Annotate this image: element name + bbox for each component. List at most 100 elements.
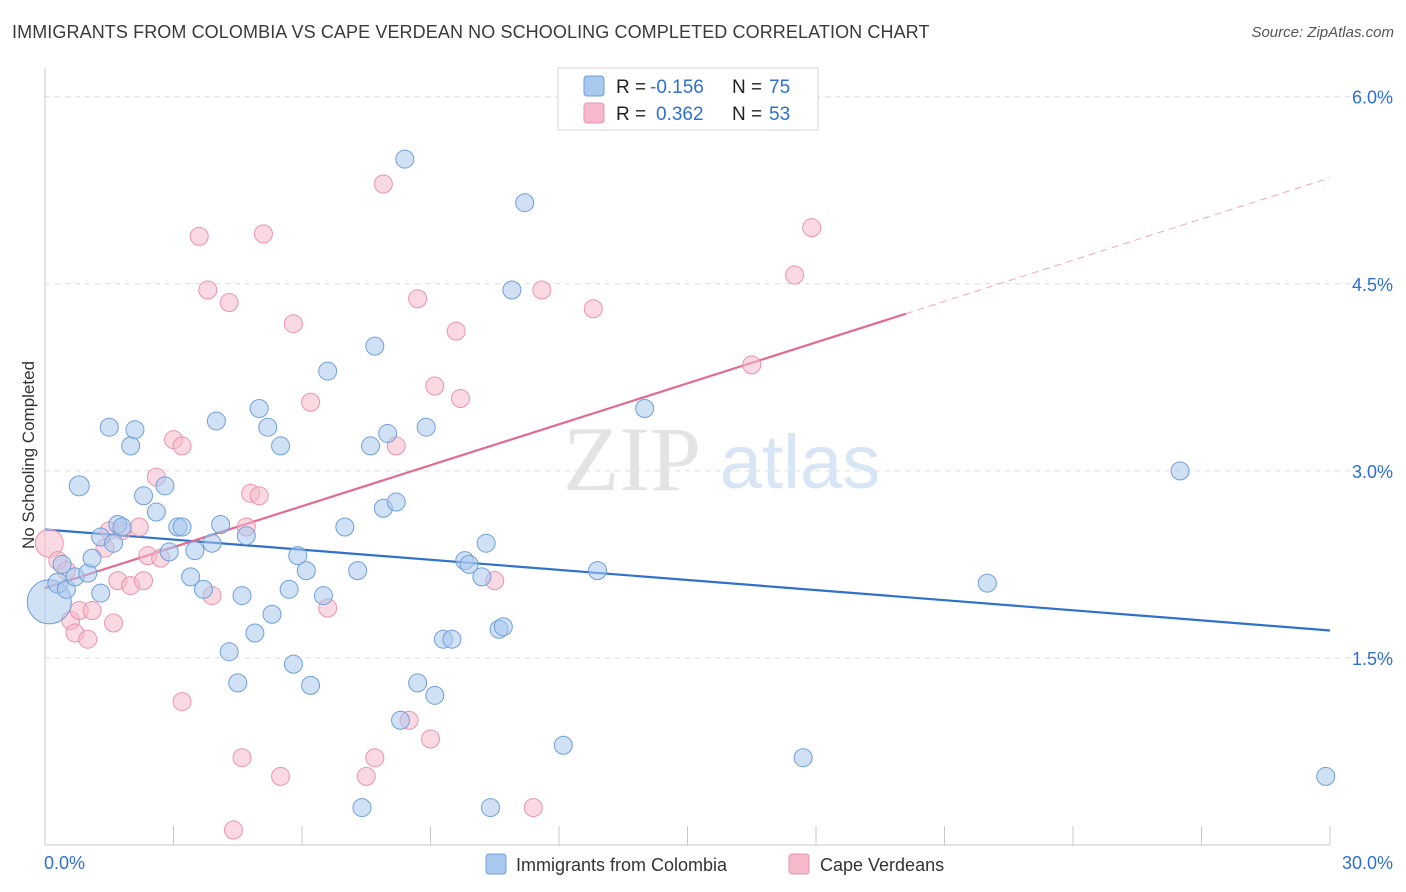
point-immigrants-from-colombia: [493, 617, 513, 637]
point-immigrants-from-colombia: [425, 685, 445, 705]
point-immigrants-from-colombia: [459, 554, 479, 574]
x-tick-label: 0.0%: [44, 853, 85, 873]
point-immigrants-from-colombia: [228, 673, 248, 693]
correlation-legend: R = -0.156 N = 75 R = 0.362 N = 53: [557, 67, 819, 131]
trend-line-colombia: [44, 528, 1331, 632]
point-immigrants-from-colombia: [793, 748, 813, 768]
point-cape-verdeans: [189, 226, 209, 246]
point-immigrants-from-colombia: [99, 417, 119, 437]
point-cape-verdeans: [232, 748, 252, 768]
point-immigrants-from-colombia: [172, 517, 192, 537]
point-immigrants-from-colombia: [361, 436, 381, 456]
point-immigrants-from-colombia: [515, 193, 535, 213]
point-immigrants-from-colombia: [206, 411, 226, 431]
point-immigrants-from-colombia: [480, 798, 500, 818]
series-legend: Immigrants from Colombia Cape Verdeans: [485, 853, 944, 875]
point-immigrants-from-colombia: [408, 673, 428, 693]
point-immigrants-from-colombia: [635, 398, 655, 418]
series-immigrants-from-colombia: [26, 149, 1336, 818]
point-immigrants-from-colombia: [416, 417, 436, 437]
x-tick-label: 30.0%: [1342, 853, 1393, 873]
point-cape-verdeans: [742, 355, 762, 375]
y-axis-label: No Schooling Completed: [19, 361, 38, 549]
point-cape-verdeans: [785, 265, 805, 285]
point-immigrants-from-colombia: [283, 654, 303, 674]
legend-bottom-label-pink: Cape Verdeans: [820, 855, 944, 875]
point-cape-verdeans: [82, 601, 102, 621]
point-cape-verdeans: [172, 436, 192, 456]
legend-r-value: -0.156: [650, 77, 704, 98]
y-tick-label: 3.0%: [1352, 462, 1393, 482]
point-immigrants-from-colombia: [588, 561, 608, 581]
legend-n-value: 53: [769, 104, 790, 125]
point-cape-verdeans: [283, 314, 303, 334]
point-immigrants-from-colombia: [553, 735, 573, 755]
point-cape-verdeans: [532, 280, 552, 300]
point-immigrants-from-colombia: [91, 583, 111, 603]
point-immigrants-from-colombia: [219, 642, 239, 662]
point-cape-verdeans: [446, 321, 466, 341]
point-cape-verdeans: [104, 613, 124, 633]
point-immigrants-from-colombia: [211, 514, 231, 534]
point-cape-verdeans: [78, 629, 98, 649]
point-immigrants-from-colombia: [159, 542, 179, 562]
legend-bottom-label-blue: Immigrants from Colombia: [516, 855, 728, 875]
legend-r-label: R =: [616, 77, 646, 98]
point-immigrants-from-colombia: [155, 476, 175, 496]
point-immigrants-from-colombia: [279, 579, 299, 599]
point-immigrants-from-colombia: [104, 533, 124, 553]
point-immigrants-from-colombia: [134, 486, 154, 506]
point-immigrants-from-colombia: [193, 579, 213, 599]
y-tick-label: 1.5%: [1352, 649, 1393, 669]
point-immigrants-from-colombia: [271, 436, 291, 456]
trend-lines: [44, 177, 1331, 632]
point-cape-verdeans: [450, 389, 470, 409]
point-cape-verdeans: [365, 748, 385, 768]
point-immigrants-from-colombia: [365, 336, 385, 356]
point-cape-verdeans: [198, 280, 218, 300]
point-cape-verdeans: [223, 820, 243, 840]
point-immigrants-from-colombia: [313, 586, 333, 606]
legend-bottom-swatch-blue: [485, 853, 507, 875]
point-immigrants-from-colombia: [502, 280, 522, 300]
point-immigrants-from-colombia: [472, 567, 492, 587]
legend-n-value: 75: [769, 77, 790, 98]
point-cape-verdeans: [129, 517, 149, 537]
trend-line-cape-verdeans-extension: [905, 177, 1331, 315]
point-cape-verdeans: [301, 392, 321, 412]
point-immigrants-from-colombia: [262, 604, 282, 624]
point-cape-verdeans: [249, 486, 269, 506]
point-cape-verdeans: [421, 729, 440, 749]
point-immigrants-from-colombia: [442, 629, 462, 649]
legend-n-label: N =: [732, 104, 762, 125]
point-cape-verdeans: [271, 766, 291, 786]
point-cape-verdeans: [134, 571, 154, 591]
grid-lines: [45, 96, 1390, 659]
point-immigrants-from-colombia: [476, 533, 496, 553]
point-immigrants-from-colombia: [236, 526, 256, 546]
legend-n-label: N =: [732, 77, 762, 98]
point-immigrants-from-colombia: [395, 149, 415, 169]
point-immigrants-from-colombia: [386, 492, 406, 512]
point-immigrants-from-colombia: [288, 546, 308, 566]
point-immigrants-from-colombia: [335, 517, 355, 537]
legend-swatch-blue: [583, 75, 605, 97]
watermark-zip: ZIP: [563, 408, 701, 510]
point-immigrants-from-colombia: [318, 361, 338, 381]
point-cape-verdeans: [425, 376, 445, 396]
point-immigrants-from-colombia: [352, 798, 372, 818]
point-cape-verdeans: [356, 766, 376, 786]
point-immigrants-from-colombia: [185, 541, 205, 561]
point-immigrants-from-colombia: [121, 436, 141, 456]
point-cape-verdeans: [802, 218, 822, 238]
point-cape-verdeans: [219, 292, 239, 312]
point-immigrants-from-colombia: [977, 573, 997, 593]
trend-line-cape-verdeans: [44, 312, 907, 590]
point-immigrants-from-colombia: [52, 554, 72, 574]
point-immigrants-from-colombia: [1316, 766, 1336, 786]
point-immigrants-from-colombia: [1170, 461, 1190, 481]
point-immigrants-from-colombia: [378, 423, 398, 443]
watermark-atlas: atlas: [720, 420, 881, 505]
chart-title: IMMIGRANTS FROM COLOMBIA VS CAPE VERDEAN…: [12, 22, 930, 42]
